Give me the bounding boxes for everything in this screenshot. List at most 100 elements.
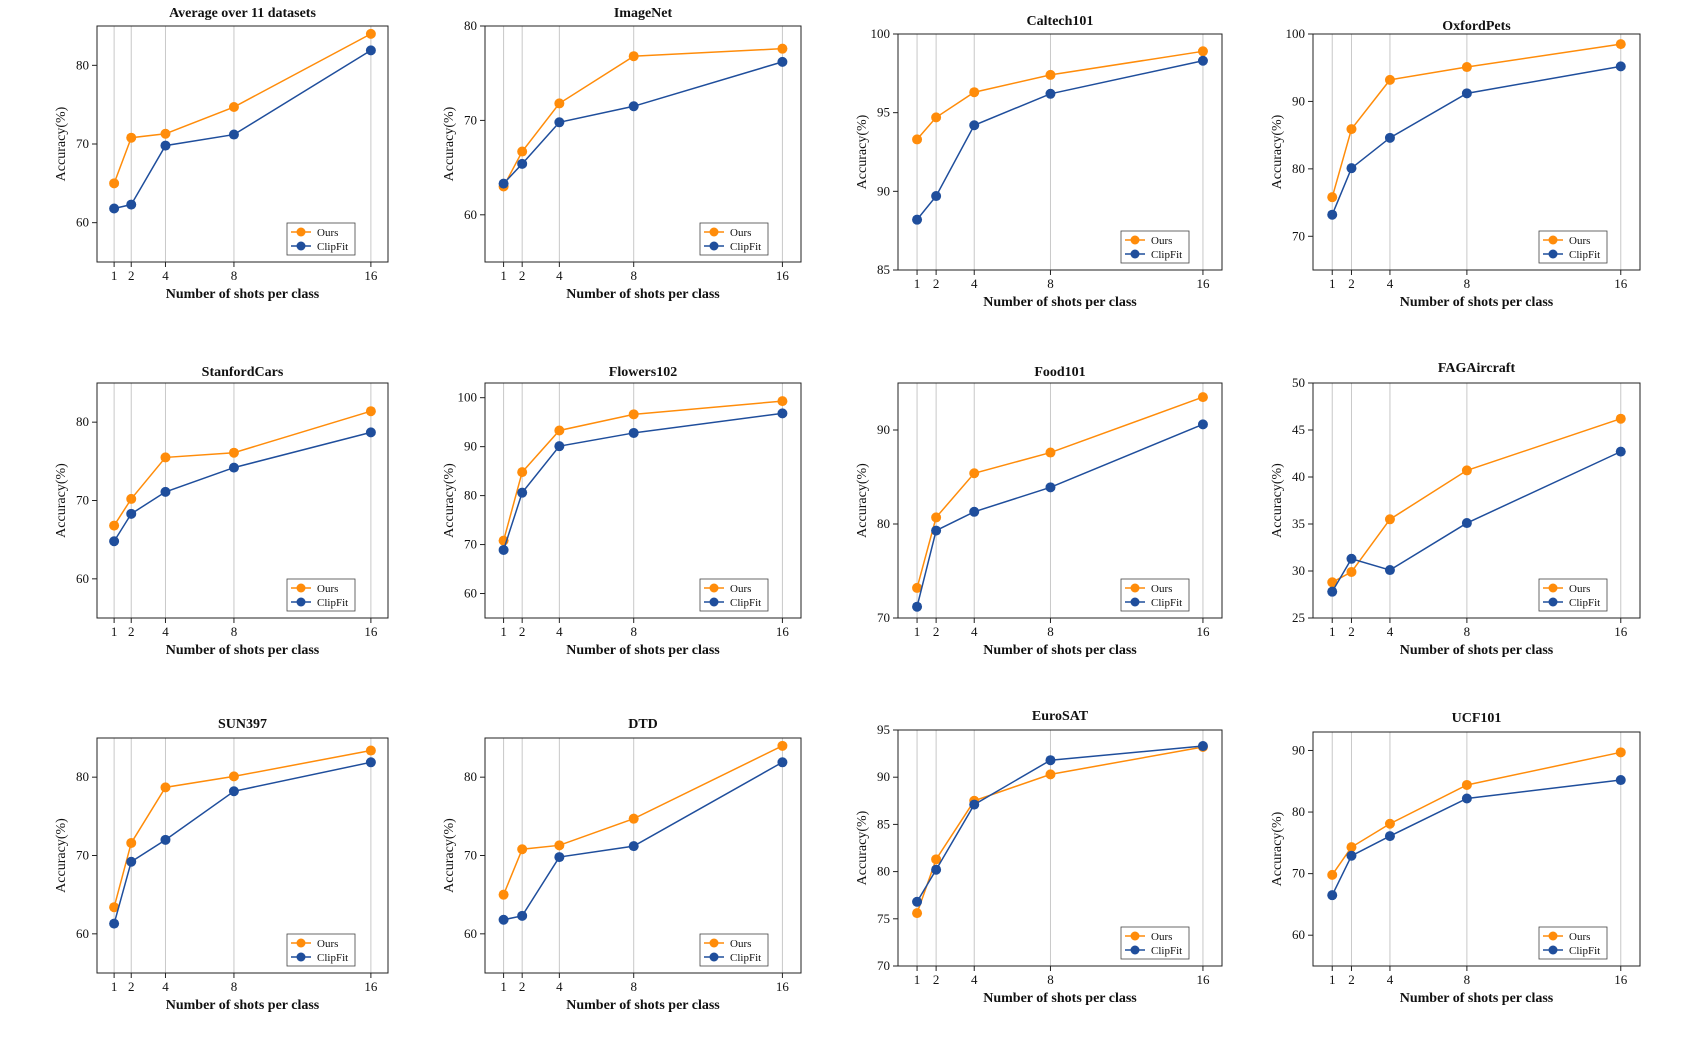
plot-frame bbox=[897, 33, 1223, 271]
data-point-clipfit bbox=[517, 158, 528, 169]
data-point-ours bbox=[912, 908, 923, 919]
x-axis-label: Number of shots per class bbox=[983, 643, 1137, 658]
series-line-clipfit bbox=[1331, 450, 1622, 593]
x-axis-label: Number of shots per class bbox=[1400, 991, 1554, 1006]
data-point-clipfit bbox=[1197, 55, 1208, 66]
y-axis-label: Accuracy(%) bbox=[1270, 114, 1285, 189]
legend-label: Ours bbox=[317, 583, 338, 595]
series-line-clipfit bbox=[113, 761, 372, 924]
x-tick-label: 2 bbox=[128, 624, 135, 639]
series-line-clipfit bbox=[502, 412, 783, 551]
legend-box bbox=[286, 222, 356, 256]
y-axis-label: Accuracy(%) bbox=[1270, 811, 1285, 886]
legend-label: Ours bbox=[317, 938, 338, 950]
data-point-clipfit bbox=[912, 214, 923, 225]
legend-label: Ours bbox=[1151, 583, 1172, 595]
y-tick-label: 70 bbox=[464, 112, 477, 127]
data-point-ours bbox=[931, 512, 942, 523]
chart-title: DTD bbox=[628, 717, 658, 732]
x-tick-label: 8 bbox=[1464, 972, 1471, 987]
y-tick-label: 80 bbox=[76, 769, 89, 784]
data-point-clipfit bbox=[498, 544, 509, 555]
legend-marker bbox=[1130, 249, 1140, 259]
y-axis-label: Accuracy(%) bbox=[54, 106, 69, 181]
x-tick-label: 4 bbox=[162, 979, 169, 994]
chart-title: Flowers102 bbox=[609, 365, 677, 380]
x-tick-label: 2 bbox=[1348, 276, 1355, 291]
legend: Ours ClipFit bbox=[1538, 578, 1608, 612]
legend: Ours ClipFit bbox=[699, 578, 769, 612]
y-tick-label: 85 bbox=[877, 816, 890, 831]
y-axis-label: Accuracy(%) bbox=[54, 818, 69, 893]
x-tick-label: 1 bbox=[111, 979, 118, 994]
legend-label: ClipFit bbox=[317, 952, 348, 964]
legend-label: ClipFit bbox=[1151, 945, 1182, 957]
plot-frame bbox=[1312, 382, 1641, 619]
x-axis-label: Number of shots per class bbox=[983, 991, 1137, 1006]
x-tick-label: 1 bbox=[500, 979, 507, 994]
legend-box bbox=[1120, 230, 1190, 264]
y-tick-label: 70 bbox=[877, 958, 890, 973]
data-point-ours bbox=[1327, 577, 1338, 588]
series-line-ours bbox=[1331, 751, 1621, 876]
x-tick-label: 16 bbox=[1196, 276, 1210, 291]
chart-title: Average over 11 datasets bbox=[169, 6, 316, 21]
y-tick-label: 60 bbox=[1292, 927, 1305, 942]
data-point-ours bbox=[365, 745, 376, 756]
x-tick-label: 16 bbox=[776, 979, 790, 994]
legend-label: Ours bbox=[1569, 235, 1590, 247]
data-point-clipfit bbox=[1197, 419, 1208, 430]
series-line-ours bbox=[113, 410, 372, 526]
data-point-clipfit bbox=[1327, 890, 1338, 901]
data-point-ours bbox=[931, 112, 942, 123]
data-point-ours bbox=[1346, 566, 1357, 577]
x-axis-label: Number of shots per class bbox=[166, 998, 320, 1013]
legend-marker bbox=[1548, 249, 1558, 259]
plot-frame bbox=[897, 729, 1223, 967]
data-point-ours bbox=[1197, 392, 1208, 403]
x-tick-label: 16 bbox=[364, 979, 378, 994]
data-point-ours bbox=[554, 425, 565, 436]
y-axis-label: Accuracy(%) bbox=[855, 810, 870, 885]
chart-title: EuroSAT bbox=[1032, 709, 1089, 724]
x-tick-label: 16 bbox=[776, 624, 790, 639]
series-line-clipfit bbox=[113, 431, 372, 542]
data-point-ours bbox=[777, 396, 788, 407]
x-tick-label: 4 bbox=[556, 268, 563, 283]
y-tick-label: 80 bbox=[76, 414, 89, 429]
data-point-clipfit bbox=[160, 834, 171, 845]
legend-marker bbox=[709, 938, 719, 948]
y-tick-label: 80 bbox=[464, 18, 477, 33]
legend-label: ClipFit bbox=[730, 241, 761, 253]
y-tick-label: 70 bbox=[76, 493, 89, 508]
data-point-clipfit bbox=[1615, 775, 1626, 786]
legend-label: ClipFit bbox=[1569, 945, 1600, 957]
x-axis-label: Number of shots per class bbox=[166, 287, 320, 302]
data-point-ours bbox=[365, 28, 376, 39]
data-point-clipfit bbox=[777, 757, 788, 768]
x-axis-label: Number of shots per class bbox=[166, 643, 320, 658]
data-point-clipfit bbox=[1346, 163, 1357, 174]
series-line-ours bbox=[113, 749, 372, 908]
data-point-clipfit bbox=[228, 786, 239, 797]
x-tick-label: 8 bbox=[630, 268, 637, 283]
x-tick-label: 1 bbox=[914, 624, 921, 639]
y-tick-label: 25 bbox=[1292, 610, 1305, 625]
legend-marker bbox=[1548, 583, 1558, 593]
legend-box bbox=[699, 222, 769, 256]
data-point-clipfit bbox=[1197, 741, 1208, 752]
legend-marker bbox=[1130, 235, 1140, 245]
y-axis-label: Accuracy(%) bbox=[855, 114, 870, 189]
y-tick-label: 60 bbox=[464, 586, 477, 601]
data-point-clipfit bbox=[109, 536, 120, 547]
data-point-ours bbox=[1197, 46, 1208, 57]
chart-title: ImageNet bbox=[614, 6, 673, 21]
chart-panel-10: 60 70 80 1 2 4 8 16 DTD Number of shots per class… bbox=[442, 717, 802, 1013]
series-line-ours bbox=[1331, 418, 1622, 583]
data-point-clipfit bbox=[628, 101, 639, 112]
y-tick-label: 40 bbox=[1292, 469, 1305, 484]
data-point-ours bbox=[1045, 69, 1056, 80]
y-tick-label: 70 bbox=[76, 136, 89, 151]
legend-box bbox=[1538, 578, 1608, 612]
x-tick-label: 8 bbox=[630, 624, 637, 639]
